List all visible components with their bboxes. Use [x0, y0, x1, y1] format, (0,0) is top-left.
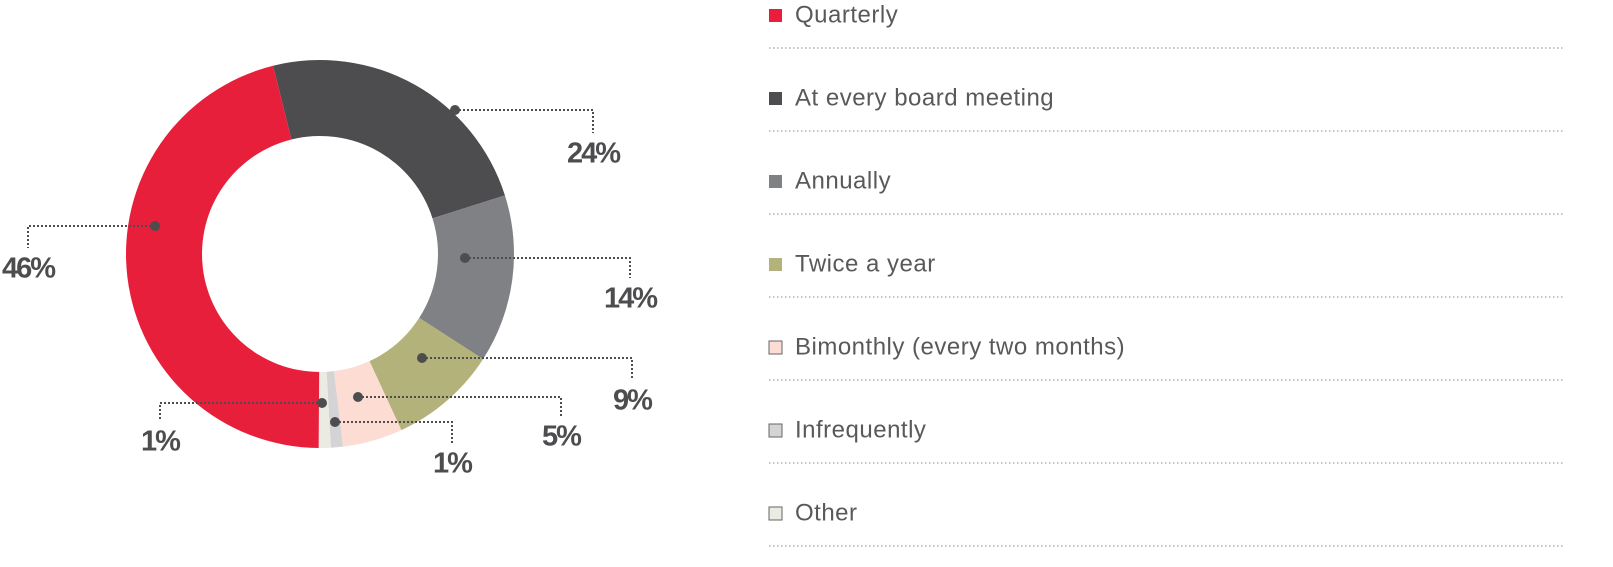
donut-slice — [419, 195, 514, 360]
legend-label: Bimonthly (every two months) — [795, 333, 1125, 360]
leader-line — [335, 421, 453, 443]
data-label: 14% — [604, 283, 658, 315]
donut-slice — [126, 65, 320, 448]
leader-dot — [460, 253, 470, 263]
leader-dot — [417, 353, 427, 363]
legend-swatch — [769, 92, 782, 105]
leader-line — [455, 109, 594, 133]
legend-swatch — [768, 506, 783, 521]
data-label: 24% — [567, 138, 621, 170]
leader-line — [465, 257, 631, 278]
legend-label: Quarterly — [795, 1, 898, 28]
leader-dot — [317, 398, 327, 408]
leader-dot — [330, 417, 340, 427]
legend-swatch — [769, 258, 782, 271]
legend-swatch — [769, 175, 782, 188]
leader-line — [27, 225, 155, 248]
data-label: 1% — [433, 448, 473, 480]
donut-slice — [273, 59, 505, 219]
donut-slice — [318, 371, 331, 448]
data-label: 46% — [2, 253, 56, 285]
leader-dot — [450, 105, 460, 115]
donut-slice — [369, 317, 484, 431]
donut-slice — [333, 361, 402, 447]
data-label: 9% — [613, 385, 653, 417]
legend-swatch — [769, 9, 782, 22]
data-label: 1% — [141, 426, 181, 458]
leader-line — [159, 402, 322, 421]
data-label: 5% — [542, 421, 582, 453]
donut-slice — [326, 371, 343, 448]
legend-label: At every board meeting — [795, 84, 1054, 111]
leader-dot — [353, 392, 363, 402]
legend-swatch — [768, 423, 783, 438]
leader-line — [422, 357, 633, 380]
legend-label: Infrequently — [795, 416, 926, 443]
legend-label: Annually — [795, 167, 891, 194]
legend-label: Twice a year — [795, 250, 936, 277]
legend-swatch — [768, 340, 783, 355]
leader-dot — [150, 221, 160, 231]
legend-label: Other — [795, 499, 858, 526]
